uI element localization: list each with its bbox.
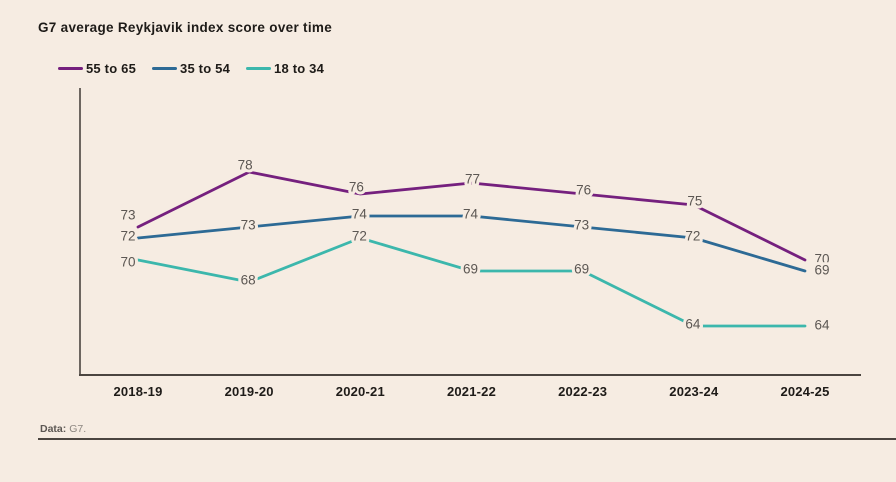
legend: 55 to 65 35 to 54 18 to 34 bbox=[58, 61, 324, 76]
data-label: 70 bbox=[814, 252, 829, 267]
x-axis-label: 2018-19 bbox=[113, 384, 162, 399]
data-label: 64 bbox=[685, 317, 701, 332]
legend-item-35-to-54: 35 to 54 bbox=[152, 61, 230, 76]
source-note: Data: G7. bbox=[40, 423, 86, 435]
x-axis-label: 2023-24 bbox=[669, 384, 719, 399]
x-axis-label: 2019-20 bbox=[225, 384, 274, 399]
series-line-18-to-34 bbox=[136, 236, 807, 328]
data-label: 78 bbox=[238, 158, 253, 173]
line-swatch-icon bbox=[246, 67, 272, 70]
legend-label: 35 to 54 bbox=[180, 61, 231, 76]
x-axis-label: 2020-21 bbox=[336, 384, 385, 399]
x-axis-label: 2024-25 bbox=[780, 384, 829, 399]
data-label: 70 bbox=[120, 255, 135, 270]
data-label: 75 bbox=[687, 194, 702, 209]
data-label: 77 bbox=[465, 172, 480, 187]
footer-divider bbox=[38, 438, 896, 440]
legend-item-55-to-65: 55 to 65 bbox=[58, 61, 136, 76]
line-swatch-icon bbox=[58, 67, 83, 70]
legend-label: 18 to 34 bbox=[274, 61, 325, 76]
data-label: 73 bbox=[241, 218, 256, 233]
data-label: 72 bbox=[352, 229, 367, 244]
data-label: 69 bbox=[814, 263, 829, 278]
data-label: 74 bbox=[352, 207, 368, 222]
data-label: 74 bbox=[463, 207, 479, 222]
line-swatch-icon bbox=[152, 67, 178, 70]
data-label: 69 bbox=[463, 262, 478, 277]
data-label: 72 bbox=[120, 229, 135, 244]
data-label: 73 bbox=[574, 218, 589, 233]
data-label: 69 bbox=[574, 262, 589, 277]
legend-label: 55 to 65 bbox=[86, 61, 137, 76]
legend-item-18-to-34: 18 to 34 bbox=[246, 61, 324, 76]
data-label: 76 bbox=[349, 180, 364, 195]
source-note-value: G7. bbox=[69, 423, 87, 435]
x-axis-label: 2021-22 bbox=[447, 384, 496, 399]
series-line-35-to-54 bbox=[136, 214, 807, 273]
chart-title: G7 average Reykjavik index score over ti… bbox=[38, 20, 333, 35]
series-line-55-to-65 bbox=[136, 170, 807, 262]
data-label: 72 bbox=[685, 229, 700, 244]
data-label: 64 bbox=[814, 318, 830, 333]
source-note-label: Data: bbox=[40, 423, 67, 435]
data-label: 68 bbox=[241, 273, 256, 288]
x-axis-label: 2022-23 bbox=[558, 384, 607, 399]
data-label: 76 bbox=[576, 183, 591, 198]
data-label: 73 bbox=[120, 208, 135, 223]
